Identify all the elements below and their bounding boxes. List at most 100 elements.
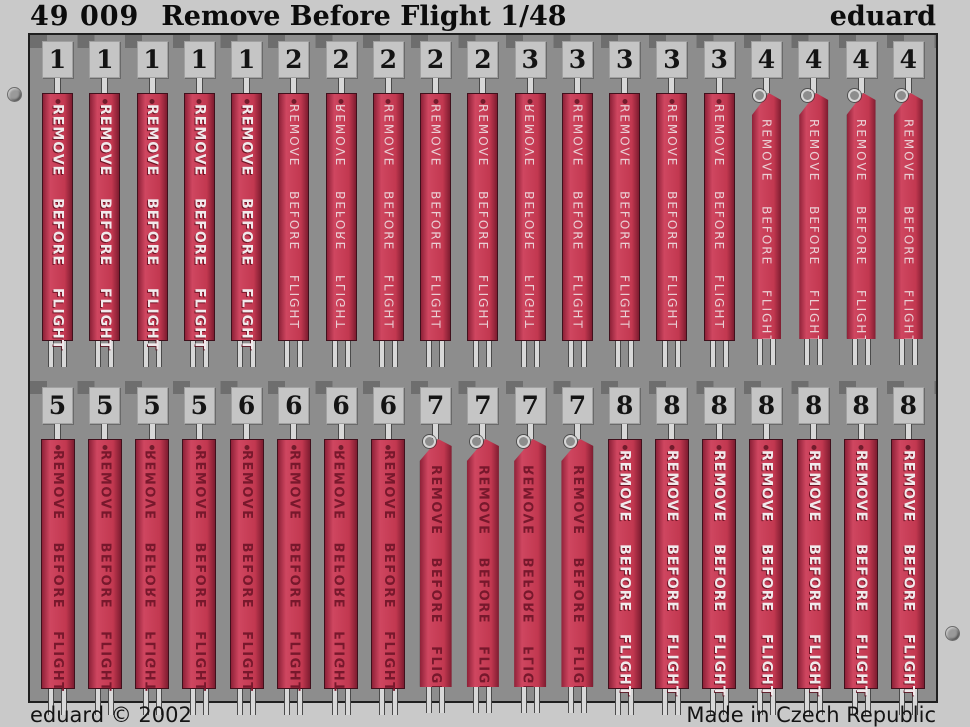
stalk-bar xyxy=(628,689,635,715)
stalk-bar xyxy=(533,687,540,713)
stalk-bar xyxy=(284,341,291,367)
fret-column: 5 REMOVE BEFORE FLIGHT xyxy=(176,381,223,715)
part-number: 7 xyxy=(568,391,587,420)
fret-column: 3 REMOVE BEFORE FLIGHT xyxy=(601,35,648,367)
part-number-tab: 8 xyxy=(750,387,782,424)
stalk-bar xyxy=(237,341,244,367)
ribbon-text: REMOVE BEFORE FLIGHT xyxy=(664,104,679,330)
stalk-bar xyxy=(662,341,669,367)
part-number: 5 xyxy=(190,391,208,420)
stalk-bar xyxy=(378,689,385,715)
ribbon-text: REMOVE BEFORE FLIGHT xyxy=(663,450,680,697)
ribbon-text: REMOVE BEFORE FLIGHT xyxy=(191,104,208,351)
rbf-ribbon: REMOVE BEFORE FLIGHT xyxy=(514,439,547,687)
rbf-ribbon: REMOVE BEFORE FLIGHT xyxy=(42,93,73,350)
rbf-ribbon: REMOVE BEFORE FLIGHT xyxy=(466,439,499,687)
mount-screw-left xyxy=(8,88,21,101)
stalk-bar xyxy=(911,339,918,365)
rbf-ribbon: REMOVE BEFORE FLIGHT xyxy=(87,439,122,693)
attachment-stalk xyxy=(810,78,818,93)
part-number-tab: 3 xyxy=(656,41,688,78)
attachment-stalk xyxy=(904,424,912,439)
attachment-stalks-bottom xyxy=(804,339,824,365)
attachment-stalk xyxy=(384,78,392,93)
stalk-bar xyxy=(48,689,54,715)
attachment-stalks-bottom xyxy=(48,341,67,367)
attachment-stalk xyxy=(715,78,723,93)
rbf-ribbon: REMOVE BEFORE FLIGHT xyxy=(420,93,452,341)
attachment-stalk xyxy=(668,78,676,93)
part-number-tab: 2 xyxy=(325,41,357,78)
fret-column: 8 REMOVE BEFORE FLIGHT xyxy=(601,381,648,715)
part-number: 3 xyxy=(710,45,728,74)
part-number-tab: 6 xyxy=(325,387,357,424)
attachment-stalks-bottom xyxy=(851,689,871,715)
part-number-tab: 8 xyxy=(845,387,877,424)
part-number: 4 xyxy=(852,45,870,74)
ribbon-text: REMOVE BEFORE FLIGHT xyxy=(523,104,538,330)
stalk-bar xyxy=(297,341,304,367)
stalk-bar xyxy=(473,687,480,713)
rbf-ribbon: REMOVE BEFORE FLIGHT xyxy=(893,93,923,339)
attachment-stalk xyxy=(101,424,109,439)
attachment-stalks-bottom xyxy=(142,689,162,715)
rbf-ribbon: REMOVE BEFORE FLIGHT xyxy=(89,93,121,350)
ribbon-text: REMOVE BEFORE FLIGHT xyxy=(144,104,161,351)
part-number: 8 xyxy=(757,391,776,420)
attachment-stalks-bottom xyxy=(189,341,209,367)
stalk-bar xyxy=(567,687,574,713)
part-number-tab: 7 xyxy=(467,387,499,424)
fret-column: 1 REMOVE BEFORE FLIGHT xyxy=(34,35,81,367)
part-number-tab: 5 xyxy=(89,387,121,424)
rbf-ribbon: REMOVE BEFORE FLIGHT xyxy=(371,439,406,693)
attachment-stalk xyxy=(54,424,61,439)
attachment-stalks-bottom xyxy=(237,689,257,715)
stalk-bar xyxy=(426,687,433,713)
ribbon-text: REMOVE BEFORE FLIGHT xyxy=(711,450,728,697)
ribbon-text: REMOVE BEFORE FLIGHT xyxy=(49,104,66,351)
fret-column: 3 REMOVE BEFORE FLIGHT xyxy=(696,35,743,367)
stalk-bar xyxy=(615,689,622,715)
stalk-bar xyxy=(189,689,196,715)
part-number: 6 xyxy=(379,391,398,420)
part-number-tab: 8 xyxy=(892,387,924,424)
stalk-bar xyxy=(486,341,493,367)
part-number-tab: 2 xyxy=(467,41,499,78)
stalk-bar xyxy=(769,689,776,715)
stalk-bar xyxy=(155,689,162,715)
part-number: 5 xyxy=(48,391,67,420)
attachment-stalks-bottom xyxy=(851,339,871,365)
stalk-bar xyxy=(756,689,763,715)
ribbon-text: REMOVE BEFORE FLIGHT xyxy=(854,119,869,345)
fret-column: 5 REMOVE BEFORE FLIGHT xyxy=(129,381,176,715)
attachment-stalks-bottom xyxy=(662,689,682,715)
stalk-bar xyxy=(898,689,905,715)
fret-column: 7 REMOVE BEFORE FLIGHT xyxy=(554,381,601,715)
part-number: 7 xyxy=(474,391,492,420)
ribbon-text: REMOVE BEFORE FLIGHT xyxy=(475,465,491,708)
part-number-tab: 7 xyxy=(561,387,593,424)
attachment-stalks-bottom xyxy=(520,687,540,713)
stalk-bar xyxy=(95,341,102,367)
rbf-ribbon: REMOVE BEFORE FLIGHT xyxy=(231,93,263,350)
fret-column: 3 REMOVE BEFORE FLIGHT xyxy=(648,35,695,367)
attachment-stalks-bottom xyxy=(426,341,446,367)
attachment-stalks-bottom xyxy=(95,341,115,367)
attachment-stalks-bottom xyxy=(331,689,351,715)
part-number: 2 xyxy=(285,45,303,74)
part-number-tab: 3 xyxy=(514,41,546,78)
part-number: 8 xyxy=(615,391,634,420)
fret-column: 2 REMOVE BEFORE FLIGHT xyxy=(459,35,506,367)
footer-band: eduard © 2002 Made in Czech Republic xyxy=(0,702,970,727)
part-number-tab: 5 xyxy=(136,387,168,424)
attachment-stalk xyxy=(337,78,345,93)
attachment-stalks-bottom xyxy=(95,689,115,715)
stalk-bar xyxy=(439,341,446,367)
stalk-bar xyxy=(189,341,196,367)
attachment-stalks-bottom xyxy=(48,689,67,715)
attachment-stalks-bottom xyxy=(756,339,776,365)
fret-column: 8 REMOVE BEFORE FLIGHT xyxy=(696,381,743,715)
fret-column: 5 REMOVE BEFORE FLIGHT xyxy=(81,381,128,715)
attachment-stalks-bottom xyxy=(898,339,918,365)
part-number-tab: 8 xyxy=(609,387,641,424)
